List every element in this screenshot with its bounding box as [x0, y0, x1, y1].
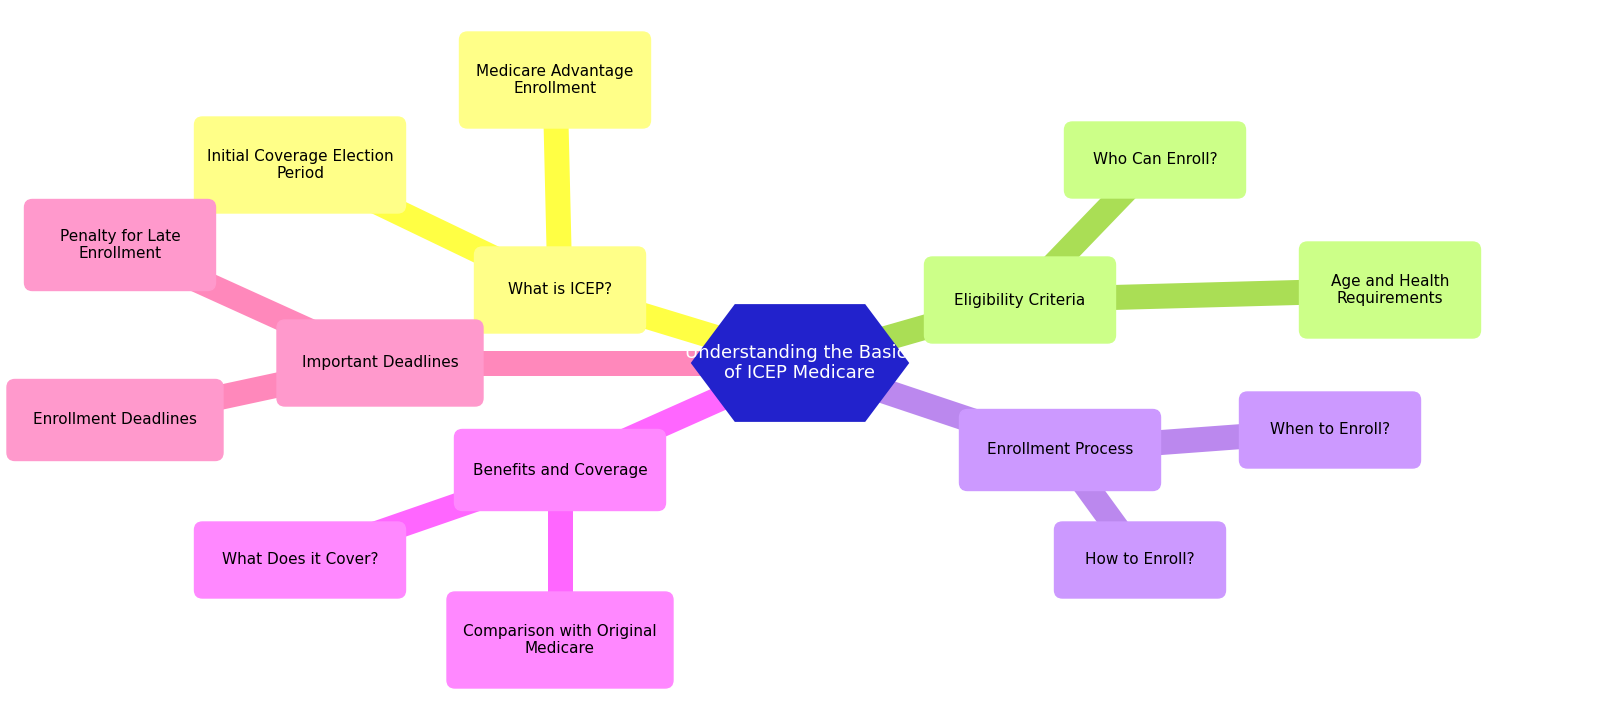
- Text: Understanding the Basics
of ICEP Medicare: Understanding the Basics of ICEP Medicar…: [685, 343, 915, 383]
- Text: Medicare Advantage
Enrollment: Medicare Advantage Enrollment: [477, 64, 634, 97]
- FancyBboxPatch shape: [6, 380, 222, 460]
- Text: When to Enroll?: When to Enroll?: [1270, 423, 1390, 438]
- Text: Comparison with Original
Medicare: Comparison with Original Medicare: [462, 624, 658, 656]
- FancyBboxPatch shape: [24, 200, 216, 290]
- Text: Enrollment Process: Enrollment Process: [987, 443, 1133, 457]
- FancyBboxPatch shape: [925, 257, 1115, 343]
- Text: Age and Health
Requirements: Age and Health Requirements: [1331, 274, 1450, 306]
- Text: Initial Coverage Election
Period: Initial Coverage Election Period: [206, 149, 394, 182]
- Text: What Does it Cover?: What Does it Cover?: [222, 552, 378, 568]
- FancyBboxPatch shape: [1064, 122, 1245, 198]
- FancyBboxPatch shape: [960, 409, 1160, 491]
- FancyBboxPatch shape: [1054, 522, 1226, 598]
- Text: How to Enroll?: How to Enroll?: [1085, 552, 1195, 568]
- Text: Benefits and Coverage: Benefits and Coverage: [472, 462, 648, 478]
- Text: Eligibility Criteria: Eligibility Criteria: [954, 293, 1086, 308]
- FancyBboxPatch shape: [459, 32, 651, 128]
- Text: Enrollment Deadlines: Enrollment Deadlines: [34, 412, 197, 428]
- FancyBboxPatch shape: [454, 430, 666, 510]
- Text: Penalty for Late
Enrollment: Penalty for Late Enrollment: [59, 229, 181, 261]
- FancyBboxPatch shape: [277, 320, 483, 406]
- Text: Who Can Enroll?: Who Can Enroll?: [1093, 152, 1218, 168]
- FancyBboxPatch shape: [1299, 242, 1480, 338]
- Polygon shape: [693, 306, 907, 420]
- FancyBboxPatch shape: [1240, 392, 1421, 468]
- FancyBboxPatch shape: [446, 592, 674, 688]
- FancyBboxPatch shape: [475, 247, 645, 333]
- Text: What is ICEP?: What is ICEP?: [507, 282, 613, 298]
- Text: Important Deadlines: Important Deadlines: [302, 356, 458, 370]
- FancyBboxPatch shape: [195, 117, 405, 213]
- FancyBboxPatch shape: [195, 522, 405, 598]
